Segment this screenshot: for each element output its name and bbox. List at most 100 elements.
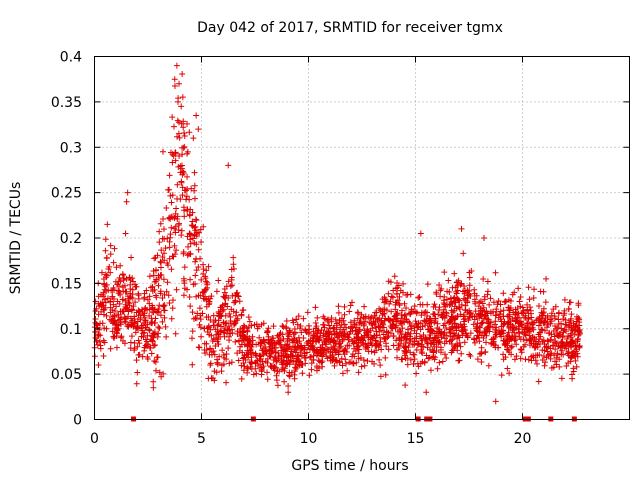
data-point: [500, 351, 507, 358]
data-point: [547, 345, 554, 352]
data-point: [154, 309, 161, 316]
data-point: [220, 293, 227, 300]
data-point: [533, 317, 540, 324]
data-point: [567, 338, 574, 345]
data-point: [115, 311, 122, 318]
data-point: [321, 324, 328, 331]
data-point: [150, 268, 157, 275]
data-point: [215, 312, 222, 319]
data-point: [545, 321, 552, 328]
data-point: [567, 330, 574, 337]
data-point: [542, 299, 549, 306]
data-point: [462, 302, 469, 309]
data-point: [233, 309, 240, 316]
data-point: [142, 304, 149, 311]
data-point: [527, 304, 534, 311]
data-point: [495, 297, 502, 304]
data-point: [221, 327, 228, 334]
data-point: [168, 266, 175, 273]
data-point: [175, 119, 182, 126]
data-point: [493, 312, 500, 319]
data-point: [481, 330, 488, 337]
data-point: [481, 296, 488, 303]
data-point: [240, 367, 247, 374]
data-point: [287, 357, 294, 364]
data-point: [312, 320, 319, 327]
data-point: [381, 317, 388, 324]
data-point: [160, 303, 167, 310]
data-point: [407, 291, 414, 298]
data-point: [434, 365, 441, 372]
data-point: [192, 258, 199, 265]
data-point: [187, 251, 194, 258]
data-point: [189, 218, 196, 225]
data-point: [360, 356, 367, 363]
data-point: [131, 313, 138, 320]
data-point: [105, 265, 112, 272]
data-point: [513, 309, 520, 316]
data-point: [562, 316, 569, 323]
data-point: [377, 362, 384, 369]
data-point: [394, 354, 401, 361]
data-point: [355, 350, 362, 357]
data-point: [138, 306, 145, 313]
data-point: [456, 305, 463, 312]
data-point: [186, 294, 193, 301]
data-point: [565, 342, 572, 349]
data-point: [532, 352, 539, 359]
data-point: [548, 365, 555, 372]
data-point: [122, 230, 129, 237]
data-point: [257, 340, 264, 347]
data-point: [117, 278, 124, 285]
data-point: [196, 344, 203, 351]
data-point: [214, 359, 221, 366]
data-point: [116, 274, 123, 281]
data-point: [164, 235, 171, 242]
data-point: [402, 311, 409, 318]
data-point: [361, 303, 368, 310]
data-point: [116, 316, 123, 323]
data-point: [222, 320, 229, 327]
data-point: [298, 329, 305, 336]
data-point: [180, 292, 187, 299]
data-point: [351, 317, 358, 324]
data-point: [103, 312, 110, 319]
data-point: [486, 328, 493, 335]
data-point: [210, 348, 217, 355]
data-point: [299, 370, 306, 377]
data-point: [95, 332, 102, 339]
data-point: [249, 333, 256, 340]
data-point: [536, 314, 543, 321]
data-point: [310, 328, 317, 335]
data-point: [505, 296, 512, 303]
data-point: [567, 315, 574, 322]
data-point: [419, 323, 426, 330]
data-point: [486, 301, 493, 308]
data-point: [155, 306, 162, 313]
data-point: [142, 317, 149, 324]
data-point: [358, 339, 365, 346]
data-point: [296, 338, 303, 345]
data-point: [500, 307, 507, 314]
data-point: [315, 337, 322, 344]
data-point: [249, 349, 256, 356]
data-point: [383, 328, 390, 335]
data-point: [357, 315, 364, 322]
data-point: [107, 269, 114, 276]
data-point: [514, 314, 521, 321]
data-point: [269, 342, 276, 349]
data-point: [191, 187, 198, 194]
data-point: [440, 322, 447, 329]
data-point: [141, 319, 148, 326]
data-point: [159, 254, 166, 261]
data-point: [101, 325, 108, 332]
data-point: [242, 356, 249, 363]
data-point: [460, 295, 467, 302]
data-point: [328, 344, 335, 351]
data-point: [160, 226, 167, 233]
data-point: [184, 173, 191, 180]
data-point: [484, 291, 491, 298]
data-point: [172, 229, 179, 236]
data-point: [180, 144, 187, 151]
data-point: [156, 302, 163, 309]
